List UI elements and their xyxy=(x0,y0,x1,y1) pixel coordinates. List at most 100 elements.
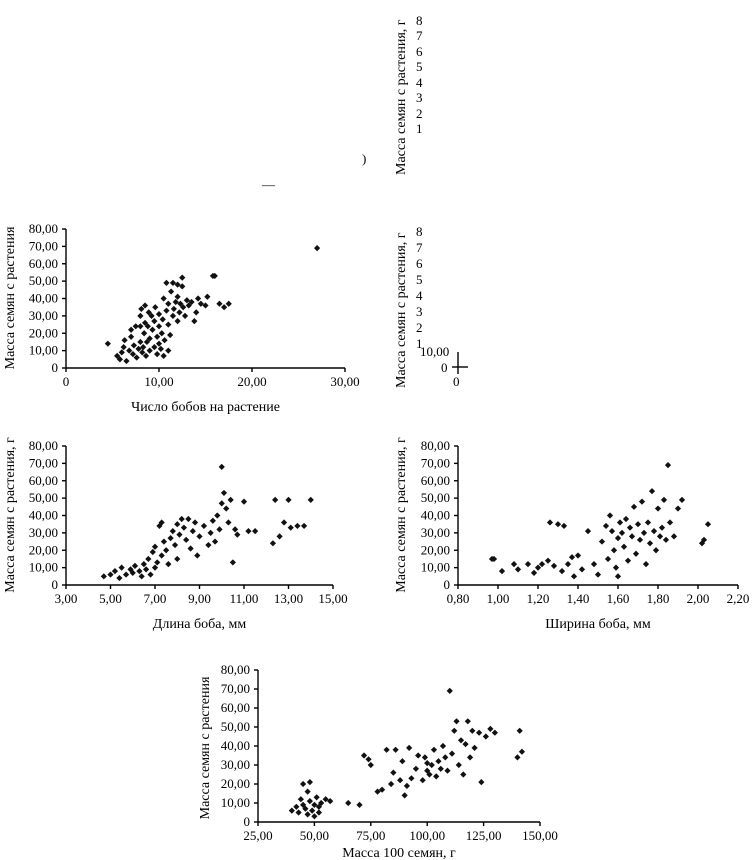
fragment-middle-right-tick: 1 xyxy=(416,336,423,351)
scatter-point xyxy=(171,541,179,549)
scatter-point xyxy=(152,304,159,311)
y-tick-label: 40,00 xyxy=(29,508,58,523)
scatter-point xyxy=(149,326,156,333)
scatter-point xyxy=(664,462,672,469)
y-tick-label: 50,00 xyxy=(221,719,250,734)
scatter-point xyxy=(630,503,638,510)
scatter-point xyxy=(318,799,325,807)
scatter-point xyxy=(128,326,135,333)
scatter-point xyxy=(107,571,114,578)
scatter-point xyxy=(622,515,630,523)
scatter-point xyxy=(204,293,211,300)
scatter-point xyxy=(126,347,133,354)
fragment-middle-right-tick: 4 xyxy=(416,288,423,303)
fragment-middle-right: Масса семян с растения, г 8 7 6 5 4 3 2 … xyxy=(394,224,468,389)
scatter-point xyxy=(154,333,161,340)
scatter-point xyxy=(620,543,628,550)
y-tick-label: 70,00 xyxy=(29,455,58,470)
scatter-point xyxy=(399,758,406,765)
y-tick-label: 30,00 xyxy=(421,525,450,540)
scatter-point xyxy=(202,302,209,309)
scatter-point xyxy=(403,782,410,789)
scatter-point xyxy=(628,533,636,540)
y-tick-label: 70,00 xyxy=(221,681,250,696)
scatter-point xyxy=(181,312,189,319)
x-tick-label: 1,60 xyxy=(607,591,630,606)
scatter-point xyxy=(478,779,485,786)
scatter-point xyxy=(169,528,176,535)
scatter-point xyxy=(392,746,399,753)
scatter-point xyxy=(172,298,179,306)
scatter-point xyxy=(160,352,167,359)
scatter-point xyxy=(252,528,259,535)
y-tick-label: 40,00 xyxy=(29,291,58,306)
scatter-point xyxy=(151,317,158,325)
scatter-point xyxy=(424,760,431,767)
scatter-point xyxy=(487,725,494,732)
scatter-point xyxy=(466,754,474,761)
scatter-point xyxy=(169,279,177,286)
scatter-point xyxy=(356,801,363,808)
y-tick-label: 80,00 xyxy=(221,662,250,677)
scatter-point xyxy=(560,522,568,530)
y-tick-label: 0 xyxy=(52,360,59,375)
x-tick-label: 100,00 xyxy=(409,828,445,843)
y-axis-label: Масса семян с растения, г xyxy=(3,437,18,593)
x-tick-label: 30,00 xyxy=(330,374,359,389)
fragment-middle-right-tick: 7 xyxy=(416,240,423,255)
scatter-point xyxy=(678,496,686,503)
scatter-point xyxy=(207,529,214,536)
scatter-point xyxy=(442,754,449,761)
fragment-top-right-tick: 4 xyxy=(416,75,423,90)
scatter-point xyxy=(197,300,204,307)
scatter-point xyxy=(491,729,498,736)
fragment-middle-right-zero-y: 0 xyxy=(441,360,448,375)
scatter-point xyxy=(114,352,121,359)
x-tick-label: 50,00 xyxy=(300,828,329,843)
scatter-point xyxy=(174,555,181,563)
scatter-point xyxy=(704,521,712,528)
chart-seed-mass-100: 0 10,00 20,00 30,00 40,00 50,00 60,00 70,00 80,0… xyxy=(198,662,558,860)
scatter-point xyxy=(205,541,212,549)
scatter-point xyxy=(430,746,438,753)
chart-pod-width: 0 10,00 20,00 30,00 40,00 50,00 60,00 70,00 80,0… xyxy=(394,437,749,632)
scatter-point xyxy=(546,519,554,526)
y-tick-label: 80,00 xyxy=(421,438,450,453)
scatter-point xyxy=(415,752,422,759)
scatter-point xyxy=(634,521,642,528)
scatter-point xyxy=(462,741,469,748)
scatter-point xyxy=(234,531,241,538)
scatter-point xyxy=(590,561,598,568)
scatter-point xyxy=(475,729,483,736)
scatter-point xyxy=(612,564,620,571)
scatter-point xyxy=(141,319,149,326)
scatter-point xyxy=(457,737,465,744)
x-tick-label: 2,20 xyxy=(727,591,750,606)
x-axis-label: Ширина боба, мм xyxy=(545,617,651,632)
fragment-middle-right-tick: 8 xyxy=(416,224,423,239)
scatter-point xyxy=(285,496,292,503)
fragment-top-right-tick: 5 xyxy=(416,59,423,74)
fragment-middle-right-tick: 3 xyxy=(416,304,423,319)
fragment-top-center-mark: — xyxy=(261,177,276,192)
scatter-point xyxy=(700,536,708,543)
scatter-point xyxy=(227,496,234,503)
fragment-top-right: Масса семян с растения, г 8 7 6 5 4 3 2 … xyxy=(261,13,423,192)
x-axis-label: Длина боба, мм xyxy=(153,617,247,632)
scatter-point xyxy=(157,345,164,352)
x-tick-label: 20,00 xyxy=(237,374,266,389)
y-tick-label: 30,00 xyxy=(221,757,250,772)
scatter-point xyxy=(446,687,453,694)
x-tick-label: 3,00 xyxy=(55,591,78,606)
scatter-point xyxy=(111,568,119,575)
scatter-point xyxy=(614,573,622,580)
scatter-point xyxy=(300,780,307,788)
y-tick-label: 50,00 xyxy=(29,273,58,288)
scatter-point xyxy=(311,801,318,808)
scatter-point xyxy=(176,309,183,316)
scatter-point xyxy=(451,727,458,734)
scatter-point xyxy=(211,538,219,545)
scatter-point xyxy=(174,281,181,288)
y-tick-label: 40,00 xyxy=(221,738,250,753)
scatter-point xyxy=(662,536,670,543)
